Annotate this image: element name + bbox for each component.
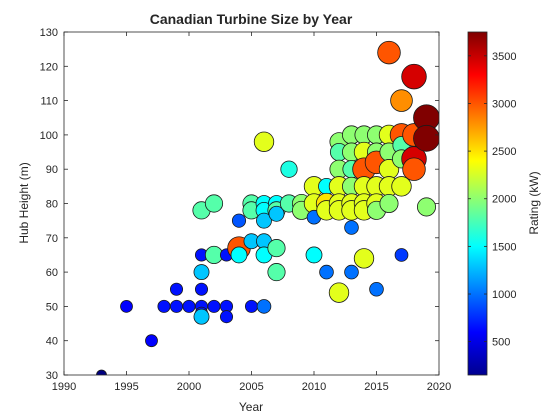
x-axis-label: Year xyxy=(239,400,263,414)
data-point xyxy=(280,160,298,178)
data-points xyxy=(96,40,439,375)
data-point xyxy=(157,299,171,313)
chart-title: Canadian Turbine Size by Year xyxy=(150,11,353,27)
data-point xyxy=(390,89,413,112)
data-point xyxy=(231,213,247,228)
y-tick-label: 50 xyxy=(46,301,58,313)
data-point xyxy=(230,246,248,264)
x-tick-label: 1995 xyxy=(114,381,138,393)
y-tick-label: 40 xyxy=(46,336,58,348)
data-point xyxy=(253,131,275,152)
data-point xyxy=(267,263,286,282)
data-point xyxy=(402,157,426,181)
y-tick-label: 80 xyxy=(46,199,58,211)
data-point xyxy=(379,193,399,214)
data-point xyxy=(377,40,401,65)
data-point xyxy=(193,264,210,281)
colorbar-gradient xyxy=(468,32,487,375)
data-point xyxy=(182,299,196,313)
data-point xyxy=(319,264,334,280)
data-point xyxy=(219,310,234,324)
data-point xyxy=(268,205,285,222)
y-tick-label: 60 xyxy=(46,267,58,279)
colorbar-tick-label: 1500 xyxy=(492,241,516,253)
x-tick-label: 2020 xyxy=(427,381,451,393)
colorbar-tick-label: 1000 xyxy=(492,289,516,301)
data-point xyxy=(416,197,437,217)
colorbar-frame xyxy=(467,31,488,376)
x-tick-label: 2000 xyxy=(177,381,201,393)
data-point xyxy=(369,281,384,297)
data-point xyxy=(401,63,427,90)
data-point xyxy=(193,308,210,325)
data-point xyxy=(344,264,359,280)
colorbar-tick-label: 2500 xyxy=(492,146,516,158)
colorbar-tick-label: 3000 xyxy=(492,98,516,110)
data-point xyxy=(244,299,259,313)
x-tick-label: 2010 xyxy=(302,381,326,393)
colorbar-tick-label: 2000 xyxy=(492,194,516,206)
y-tick-label: 90 xyxy=(46,164,58,176)
data-point xyxy=(194,282,209,296)
data-point xyxy=(256,212,272,229)
x-tick-label: 2005 xyxy=(239,381,263,393)
data-point xyxy=(256,299,272,314)
data-point xyxy=(204,194,224,213)
colorbar-tick-label: 3500 xyxy=(492,51,516,63)
data-point xyxy=(145,334,158,348)
x-axis: 1990 1995 2000 2005 2010 2015 2020 xyxy=(52,32,451,393)
y-tick-label: 120 xyxy=(40,61,58,73)
x-tick-label: 1990 xyxy=(52,381,76,393)
data-point xyxy=(391,176,412,197)
data-point xyxy=(344,220,359,235)
data-point xyxy=(96,369,107,375)
data-point xyxy=(328,282,350,303)
y-tick-label: 100 xyxy=(40,130,58,142)
y-axis: 30 40 50 60 70 80 90 100 110 120 130 xyxy=(40,27,439,382)
y-tick-label: 30 xyxy=(46,370,58,382)
y-tick-label: 110 xyxy=(40,96,58,108)
data-point xyxy=(413,124,439,152)
colorbar-label: Rating (kW) xyxy=(527,171,541,234)
data-point xyxy=(394,248,409,262)
y-tick-label: 130 xyxy=(40,27,58,39)
data-point xyxy=(305,246,323,264)
data-point xyxy=(169,299,184,313)
y-tick-label: 70 xyxy=(46,233,58,245)
colorbar-tick-label: 500 xyxy=(492,337,510,349)
data-point xyxy=(267,239,286,258)
plot-area xyxy=(63,31,440,376)
colorbar-ticks: 500 1000 1500 2000 2500 3000 3500 xyxy=(468,51,516,349)
data-point xyxy=(120,299,133,313)
data-point xyxy=(207,299,221,313)
data-point xyxy=(169,282,184,296)
data-point xyxy=(353,248,375,269)
y-axis-label: Hub Height (m) xyxy=(17,162,31,243)
x-tick-label: 2015 xyxy=(364,381,388,393)
colorbar: 500 1000 1500 2000 2500 3000 3500 Rating (kW) xyxy=(467,31,541,376)
